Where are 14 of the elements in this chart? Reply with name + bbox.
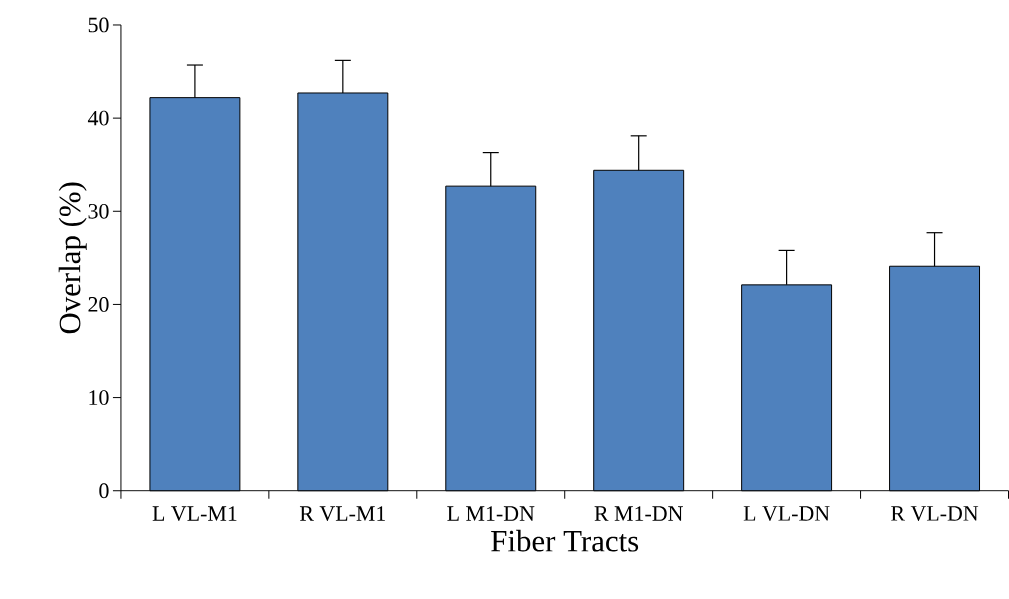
x-tick-label: L VL-DN (743, 506, 830, 522)
x-tick-label: L VL-M1 (152, 506, 237, 522)
y-tick-label: 10 (89, 390, 109, 406)
x-tick-label: R M1-DN (594, 506, 683, 521)
y-axis-title: Overlap (%) (58, 182, 87, 334)
y-tick-label: 20 (88, 297, 109, 312)
y-tick-label: 0 (99, 483, 109, 499)
y-tick-label: 30 (88, 204, 109, 219)
x-tick-label: R VL-M1 (299, 506, 386, 522)
y-tick-label: 40 (87, 110, 109, 126)
x-tick-label: L M1-DN (447, 506, 535, 521)
y-tick-label: 50 (88, 17, 109, 33)
x-axis-title: Fiber Tracts (491, 530, 639, 552)
x-tick-label: R VL-DN (891, 506, 979, 522)
